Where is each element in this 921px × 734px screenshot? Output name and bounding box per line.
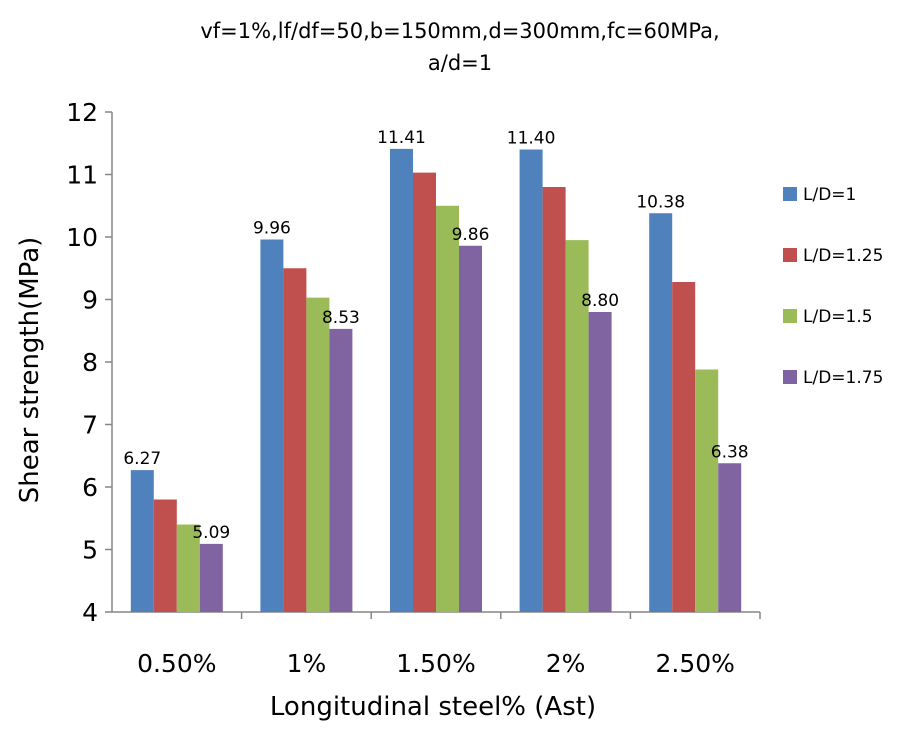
x-tick-label: 2.50%	[655, 649, 734, 678]
bar	[130, 470, 154, 612]
bar	[649, 213, 673, 612]
data-label: 9.96	[253, 219, 291, 239]
bar	[283, 268, 307, 612]
x-axis-label: Longitudinal steel% (Ast)	[270, 692, 596, 722]
bar	[672, 282, 696, 612]
legend-swatch	[783, 187, 797, 201]
y-axis-label: Shear strength(MPa)	[15, 237, 45, 504]
x-tick-label: 2%	[546, 649, 586, 678]
bar	[413, 172, 436, 612]
bar	[542, 187, 566, 612]
bar	[436, 205, 459, 612]
data-label: 10.38	[636, 192, 685, 212]
x-tick-label: 0.50%	[137, 649, 216, 678]
bar	[153, 499, 177, 612]
y-tick-label: 5	[82, 536, 98, 565]
y-tick-label: 7	[82, 411, 98, 440]
data-label: 9.86	[452, 225, 490, 245]
y-tick-label: 4	[82, 598, 98, 627]
bar	[565, 240, 589, 612]
data-label: 11.41	[377, 128, 426, 148]
data-label: 11.40	[507, 129, 556, 149]
bar	[459, 245, 482, 612]
legend-swatch	[783, 248, 797, 262]
bar	[260, 239, 284, 612]
data-label: 8.80	[581, 291, 619, 311]
legend: L/D=1 L/D=1.25 L/D=1.5 L/D=1.75	[783, 185, 883, 388]
bar	[519, 149, 543, 612]
legend-label: L/D=1.75	[803, 368, 883, 388]
y-tick-label: 12	[66, 98, 98, 127]
bar	[390, 148, 413, 612]
legend-swatch	[783, 309, 797, 323]
bar	[306, 297, 330, 612]
plot-area: 4 5 6 7 8 9 10 11 12 0.50% 1% 1.50% 2% 2.50% 6.27 5.09 9…	[66, 98, 761, 678]
y-tick-label: 11	[66, 161, 98, 190]
chart-title: vf=1%,lf/df=50,b=150mm,d=300mm,fc=60MPa,	[200, 19, 719, 43]
legend-label: L/D=1.5	[803, 307, 873, 327]
y-tick-label: 8	[82, 348, 98, 377]
chart-subtitle: a/d=1	[428, 51, 492, 75]
bar	[329, 328, 353, 612]
bar	[695, 369, 719, 612]
bar	[588, 312, 612, 612]
y-tick-label: 9	[82, 286, 98, 315]
data-label: 8.53	[322, 308, 360, 328]
y-tick-label: 6	[82, 473, 98, 502]
data-label: 6.38	[711, 442, 749, 462]
legend-swatch	[783, 370, 797, 384]
data-label: 6.27	[123, 449, 161, 469]
bar	[199, 543, 223, 612]
bar	[176, 524, 200, 612]
y-tick-label: 10	[66, 223, 98, 252]
legend-label: L/D=1.25	[803, 246, 883, 266]
bar	[718, 463, 742, 612]
data-label: 5.09	[192, 523, 230, 543]
x-tick-label: 1.50%	[396, 649, 475, 678]
x-tick-label: 1%	[287, 649, 327, 678]
legend-label: L/D=1	[803, 185, 856, 205]
